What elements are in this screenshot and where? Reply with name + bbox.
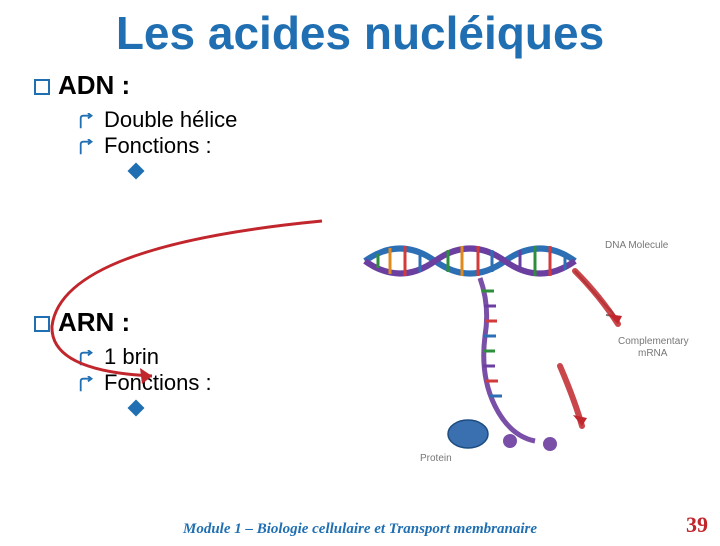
arrow-bullet-icon xyxy=(78,113,96,131)
adn-item-2: Fonctions : xyxy=(78,133,720,159)
dna-helix-icon xyxy=(365,246,575,276)
adn-sub-1 xyxy=(130,165,720,177)
arn-item-2-label: Fonctions : xyxy=(104,370,212,396)
section-arn-label: ARN : xyxy=(58,307,130,338)
arn-item-1-label: 1 brin xyxy=(104,344,159,370)
dna-label: DNA Molecule xyxy=(605,240,669,251)
mrna-label-2: mRNA xyxy=(638,348,668,359)
section-adn-heading: ADN : xyxy=(34,70,720,101)
ribosome-icon xyxy=(448,420,557,451)
mrna-label-1: Complementary xyxy=(618,336,689,347)
arrow-bullet-icon xyxy=(78,139,96,157)
mrna-strand-icon xyxy=(480,278,535,441)
square-bullet-icon xyxy=(34,316,50,332)
adn-item-1: Double hélice xyxy=(78,107,720,133)
section-adn-label: ADN : xyxy=(58,70,130,101)
arrow-bullet-icon xyxy=(78,376,96,394)
protein-label: Protein xyxy=(420,453,452,464)
footer-text: Module 1 – Biologie cellulaire et Transp… xyxy=(0,521,720,538)
adn-item-1-label: Double hélice xyxy=(104,107,237,133)
adn-item-2-label: Fonctions : xyxy=(104,133,212,159)
page-number: 39 xyxy=(686,512,708,538)
diamond-bullet-icon xyxy=(128,400,145,417)
square-bullet-icon xyxy=(34,79,50,95)
page-title: Les acides nucléiques xyxy=(0,6,720,60)
dna-transcription-diagram: DNA Molecule Complementary mRNA Protein xyxy=(360,236,690,466)
arrow-bullet-icon xyxy=(78,350,96,368)
